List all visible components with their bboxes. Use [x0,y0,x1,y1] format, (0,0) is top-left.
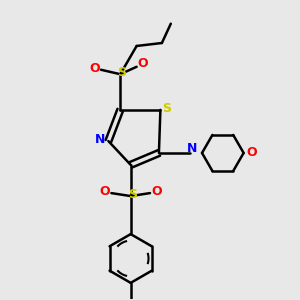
Text: O: O [90,62,100,75]
Text: N: N [186,142,197,155]
Text: O: O [137,57,148,70]
Text: O: O [247,146,257,160]
Text: S: S [162,102,171,115]
Text: S: S [117,66,126,79]
Text: O: O [151,185,162,198]
Text: O: O [100,185,110,198]
Text: S: S [128,188,137,201]
Text: N: N [95,133,105,146]
